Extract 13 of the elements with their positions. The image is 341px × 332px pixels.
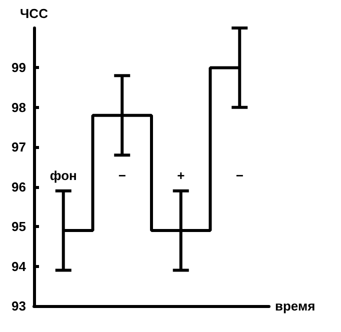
y-tick-label: 97 [12,140,26,155]
y-axis-title: ЧСС [20,6,49,21]
annotation: фон [50,168,77,183]
annotation: + [177,168,186,183]
y-tick-label: 96 [12,179,26,194]
y-tick-label: 95 [12,219,26,234]
y-tick-label: 93 [12,298,26,314]
x-axis-title: время [275,298,316,314]
y-tick-label: 98 [12,100,26,115]
y-tick-label: 99 [12,60,26,76]
y-tick-label: 94 [12,258,27,274]
annotation: − [236,168,244,183]
annotation: − [118,168,126,183]
